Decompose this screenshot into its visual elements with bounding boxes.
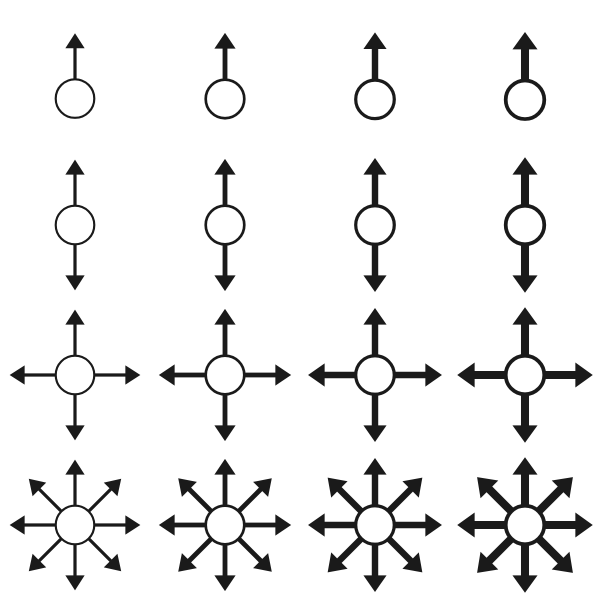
arrow-315deg xyxy=(236,478,272,514)
symbol-one-up-w3 xyxy=(300,0,450,150)
arrow-270deg xyxy=(512,32,537,82)
symbol-eight-compass-w2 xyxy=(150,450,300,600)
arrow-180deg xyxy=(10,515,57,534)
arrow-225deg xyxy=(477,477,515,515)
circle-node xyxy=(506,206,545,245)
circle-node xyxy=(506,506,545,545)
symbol-four-cardinal-w2 xyxy=(150,300,300,450)
circle-node xyxy=(56,79,95,118)
arrow-90deg xyxy=(65,393,84,440)
arrow-270deg xyxy=(214,33,235,81)
arrow-135deg xyxy=(477,535,515,573)
circle-node xyxy=(206,356,245,395)
arrow-180deg xyxy=(308,363,357,386)
arrow-135deg xyxy=(29,537,63,571)
arrow-180deg xyxy=(308,513,357,536)
symbol-one-up-w4 xyxy=(450,0,600,150)
arrow-0deg xyxy=(543,362,593,387)
arrow-180deg xyxy=(10,365,57,384)
arrow-180deg xyxy=(159,364,207,385)
arrow-270deg xyxy=(363,308,386,357)
symbol-one-up-w2 xyxy=(150,0,300,150)
arrow-0deg xyxy=(393,363,442,386)
arrow-270deg xyxy=(214,159,235,207)
arrow-45deg xyxy=(386,536,423,573)
arrow-180deg xyxy=(159,514,207,535)
arrow-270deg xyxy=(214,309,235,357)
arrow-45deg xyxy=(236,536,272,572)
arrow-0deg xyxy=(93,515,140,534)
circle-node xyxy=(506,356,545,395)
circle-node xyxy=(56,506,95,545)
arrow-225deg xyxy=(328,478,365,515)
arrow-45deg xyxy=(87,537,121,571)
arrow-270deg xyxy=(512,457,537,507)
symbol-two-vertical-w4 xyxy=(450,150,600,300)
arrow-0deg xyxy=(93,365,140,384)
circle-node xyxy=(356,206,395,245)
circle-node xyxy=(206,80,245,119)
arrow-270deg xyxy=(512,307,537,357)
arrow-270deg xyxy=(512,157,537,207)
arrow-90deg xyxy=(512,543,537,593)
arrow-270deg xyxy=(214,459,235,507)
arrow-270deg xyxy=(363,158,386,207)
arrow-0deg xyxy=(243,514,291,535)
arrow-0deg xyxy=(393,513,442,536)
arrow-90deg xyxy=(214,393,235,441)
arrow-90deg xyxy=(363,543,386,592)
symbol-eight-compass-w1 xyxy=(0,450,150,600)
symbol-eight-compass-w4 xyxy=(450,450,600,600)
arrow-270deg xyxy=(363,458,386,507)
arrow-90deg xyxy=(512,393,537,443)
circle-node xyxy=(206,506,245,545)
circle-node xyxy=(56,206,95,245)
arrow-0deg xyxy=(543,512,593,537)
symbol-one-up-w1 xyxy=(0,0,150,150)
circle-node xyxy=(206,206,245,245)
circle-node xyxy=(356,506,395,545)
arrow-135deg xyxy=(328,536,365,573)
arrow-135deg xyxy=(178,536,214,572)
arrow-symbol-grid xyxy=(0,0,600,600)
arrow-180deg xyxy=(457,512,507,537)
circle-node xyxy=(356,80,395,119)
symbol-four-cardinal-w3 xyxy=(300,300,450,450)
arrow-90deg xyxy=(512,243,537,293)
symbol-four-cardinal-w1 xyxy=(0,300,150,450)
arrow-225deg xyxy=(29,479,63,513)
arrow-90deg xyxy=(65,243,84,290)
arrow-270deg xyxy=(65,460,84,507)
arrow-0deg xyxy=(243,364,291,385)
arrow-90deg xyxy=(214,243,235,291)
arrow-270deg xyxy=(65,310,84,357)
arrow-270deg xyxy=(65,160,84,207)
arrow-180deg xyxy=(457,362,507,387)
symbol-two-vertical-w2 xyxy=(150,150,300,300)
arrow-225deg xyxy=(178,478,214,514)
symbol-two-vertical-w3 xyxy=(300,150,450,300)
circle-node xyxy=(356,356,395,395)
arrow-90deg xyxy=(65,543,84,590)
arrow-270deg xyxy=(65,33,84,80)
arrow-45deg xyxy=(535,535,573,573)
arrow-315deg xyxy=(535,477,573,515)
arrow-90deg xyxy=(363,393,386,442)
arrow-315deg xyxy=(386,478,423,515)
arrow-90deg xyxy=(214,543,235,591)
arrow-90deg xyxy=(363,243,386,292)
symbol-two-vertical-w1 xyxy=(0,150,150,300)
symbol-eight-compass-w3 xyxy=(300,450,450,600)
arrow-315deg xyxy=(87,479,121,513)
symbol-four-cardinal-w4 xyxy=(450,300,600,450)
circle-node xyxy=(56,356,95,395)
circle-node xyxy=(506,80,545,119)
arrow-270deg xyxy=(363,32,386,81)
